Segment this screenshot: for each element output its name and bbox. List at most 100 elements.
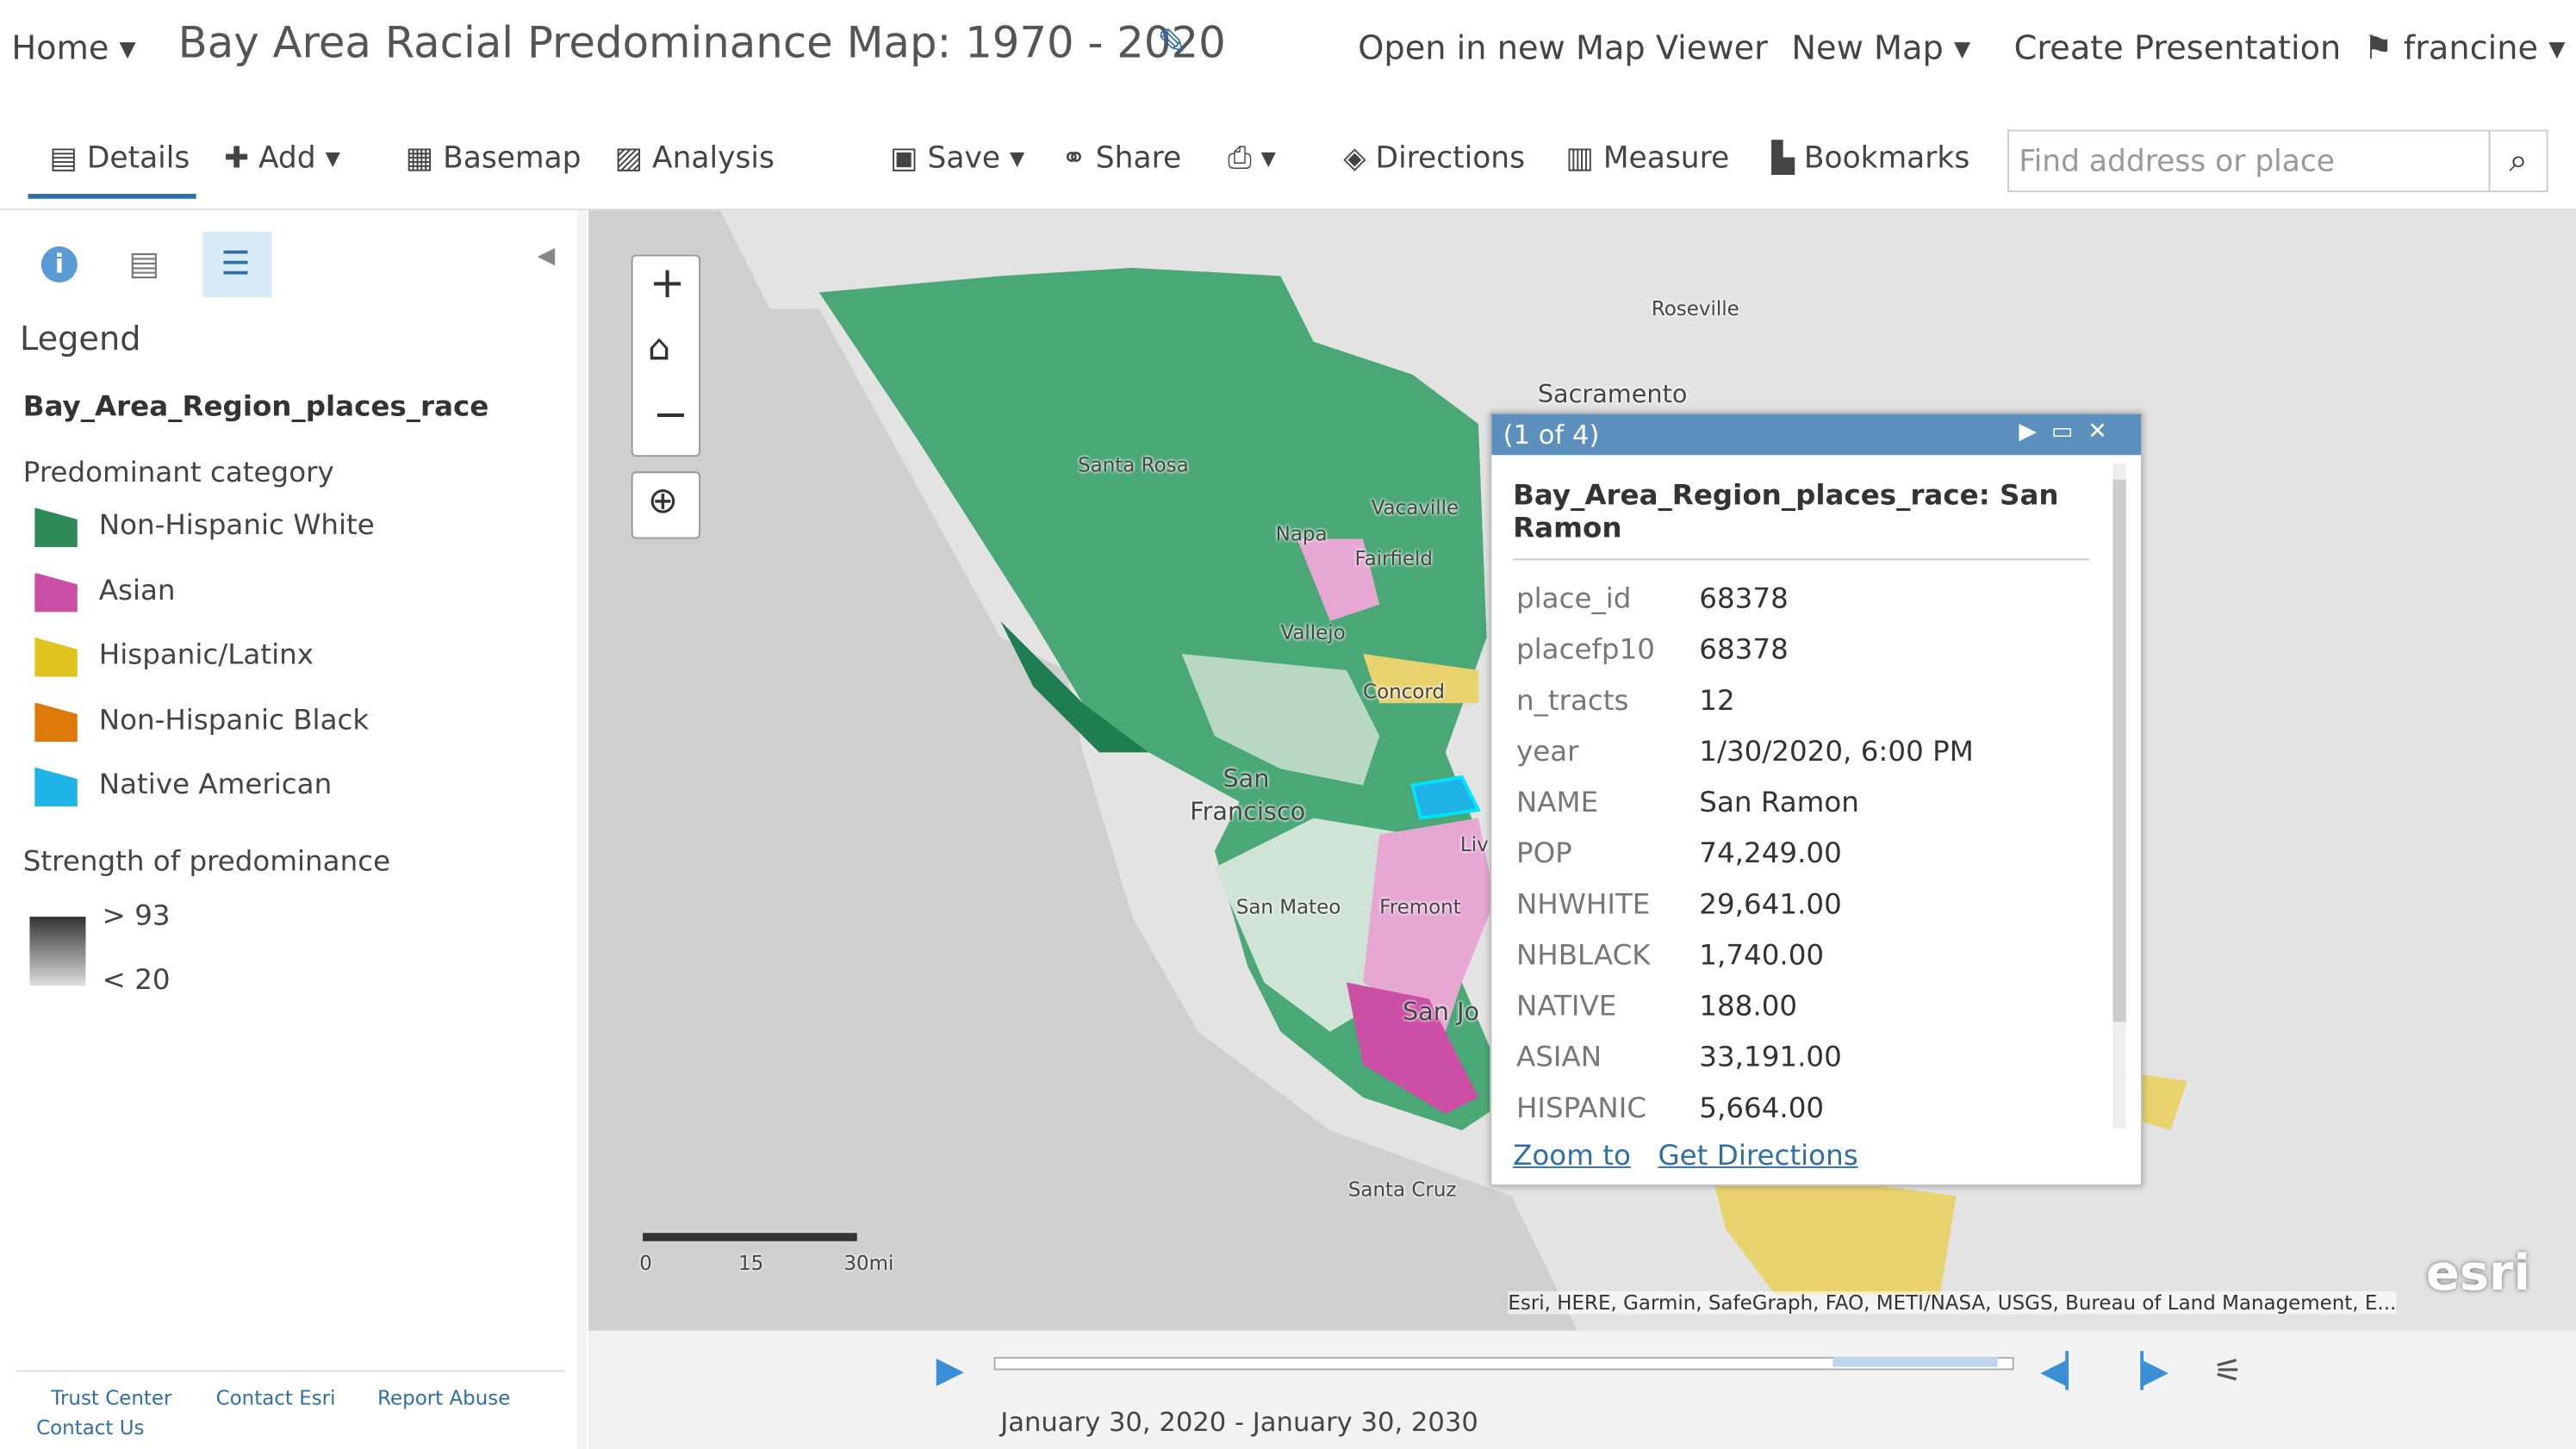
field-value: San Ramon: [1699, 787, 1859, 820]
collapse-arrow[interactable]: ◀: [537, 243, 556, 270]
field-value: 188.00: [1699, 990, 1798, 1024]
content-icon[interactable]: ▤: [128, 243, 160, 283]
button-label[interactable]: Add: [258, 141, 316, 177]
field-name: place_id: [1515, 582, 1632, 617]
search-box[interactable]: Find address or place: [2007, 129, 2491, 193]
region-hispanic-south: [1708, 1163, 1957, 1295]
user-menu[interactable]: ⚑ francine ▾: [2363, 28, 2566, 68]
map-title: Bay Area Racial Predominance Map: 1970 -…: [177, 19, 1226, 70]
field-name: NHWHITE: [1515, 888, 1651, 922]
details-button[interactable]: ▤ Details: [49, 141, 190, 177]
field-name: HISPANIC: [1515, 1092, 1647, 1126]
footer-link[interactable]: Contact Us: [36, 1415, 145, 1440]
map-label: Vacaville: [1371, 495, 1459, 519]
zoom-out[interactable]: −: [652, 390, 689, 441]
scale-label: 0: [639, 1252, 652, 1275]
button-label[interactable]: Save: [927, 141, 1001, 177]
play-button[interactable]: ▶: [936, 1350, 964, 1392]
home-label[interactable]: Home: [11, 28, 109, 68]
measure-button[interactable]: ▥ Measure: [1565, 141, 1730, 177]
slider-options[interactable]: ⚟: [2213, 1350, 2243, 1390]
button-label[interactable]: Share: [1095, 141, 1182, 177]
about-icon[interactable]: i: [40, 246, 78, 283]
locate-icon[interactable]: ⊕: [647, 481, 679, 523]
zoom-controls[interactable]: + ⌂ −: [631, 254, 701, 457]
field-name: NHBLACK: [1515, 939, 1651, 973]
print-button[interactable]: ⎙ ▾: [1228, 141, 1276, 177]
footer-link[interactable]: Trust Center: [51, 1386, 172, 1410]
legend-swatch: [34, 507, 78, 548]
legend-swatch: [34, 767, 78, 807]
slider-range: [1832, 1357, 1998, 1367]
category-title: Predominant category: [22, 457, 334, 490]
search-placeholder[interactable]: Find address or place: [2019, 144, 2335, 179]
footer-link[interactable]: Report Abuse: [377, 1386, 511, 1410]
button-label[interactable]: Directions: [1375, 141, 1526, 177]
save-button[interactable]: ▣ Save ▾: [890, 141, 1025, 177]
directions-link[interactable]: Get Directions: [1658, 1140, 1858, 1173]
footer-link[interactable]: Contact Esri: [215, 1386, 336, 1410]
button-label[interactable]: Details: [86, 141, 190, 177]
previous-button[interactable]: ◀▏: [2040, 1350, 2092, 1390]
scale-label: 30mi: [843, 1252, 894, 1275]
layer-name: Bay_Area_Region_places_race: [22, 390, 489, 425]
region-asian: [1346, 982, 1478, 1114]
legend-heading: Legend: [19, 318, 141, 358]
field-name: year: [1515, 736, 1579, 769]
region-asian-light: [1363, 818, 1496, 1032]
home-button[interactable]: ⌂: [647, 328, 671, 370]
slider-track[interactable]: [993, 1357, 2014, 1371]
popup-controls[interactable]: ▶ ▭ ✕: [2019, 419, 2107, 445]
map-label: Santa Rosa: [1078, 453, 1189, 477]
zoom-in[interactable]: +: [649, 259, 686, 309]
field-name: placefp10: [1515, 634, 1655, 668]
home-menu[interactable]: Home ▾: [11, 28, 136, 68]
region-dark-green: [1000, 620, 1149, 753]
scroll-thumb[interactable]: [2112, 479, 2126, 1023]
attribution: Esri, HERE, Garmin, SafeGraph, FAO, METI…: [1508, 1290, 2397, 1315]
popup-header: [1491, 414, 2141, 456]
header-link[interactable]: Create Presentation: [2013, 28, 2342, 68]
next-button[interactable]: ▕▶: [2118, 1350, 2169, 1390]
map-label: San: [1223, 763, 1270, 794]
add-button[interactable]: ✚ Add ▾: [224, 141, 340, 177]
edit-icon[interactable]: ✎: [1156, 22, 1188, 65]
header-link[interactable]: New Map ▾: [1791, 28, 1971, 68]
field-name: POP: [1515, 837, 1572, 871]
button-label[interactable]: Measure: [1602, 141, 1730, 177]
popup-title: Bay_Area_Region_places_race: San Ramon: [1513, 480, 2090, 561]
button-label[interactable]: Basemap: [443, 141, 582, 177]
field-value: 12: [1699, 685, 1735, 718]
map-label: Concord: [1363, 680, 1445, 704]
header-link[interactable]: Open in new Map Viewer: [1358, 28, 1768, 68]
directions-button[interactable]: ◈ Directions: [1343, 141, 1526, 177]
legend-swatch: [34, 702, 78, 743]
legend-tab[interactable]: ☰: [202, 231, 272, 298]
strength-high: > 93: [102, 900, 171, 934]
share-button[interactable]: ⚭ Share: [1061, 141, 1182, 177]
button-label[interactable]: Bookmarks: [1803, 141, 1970, 177]
basemap-button[interactable]: ▦ Basemap: [405, 141, 582, 177]
zoom-to-link[interactable]: Zoom to: [1513, 1140, 1631, 1173]
legend-icon[interactable]: ☰: [221, 243, 251, 283]
strength-swatch: [29, 917, 86, 986]
time-range-label: January 30, 2020 - January 30, 2030: [1000, 1406, 1478, 1438]
toolbar-border: [0, 208, 2576, 211]
bookmarks-button[interactable]: ▙ Bookmarks: [1771, 141, 1970, 177]
button-label[interactable]: Analysis: [652, 141, 775, 177]
header-link-label[interactable]: New Map: [1791, 28, 1944, 68]
field-value: 1/30/2020, 6:00 PM: [1699, 736, 1974, 769]
region-asian-north: [1297, 538, 1380, 621]
panel-divider: [576, 210, 588, 1449]
legend-label: Non-Hispanic Black: [98, 704, 370, 737]
analysis-button[interactable]: ▨ Analysis: [614, 141, 775, 177]
user-name[interactable]: francine: [2403, 28, 2539, 68]
search-button[interactable]: ⌕: [2488, 129, 2548, 193]
locate-button[interactable]: ⊕: [631, 471, 701, 539]
selected-feature[interactable]: [1410, 774, 1481, 820]
map-label: Santa Cruz: [1347, 1178, 1457, 1202]
esri-logo: esri: [2425, 1245, 2530, 1303]
field-value: 68378: [1699, 634, 1789, 668]
map-label: Sacramento: [1537, 379, 1688, 409]
